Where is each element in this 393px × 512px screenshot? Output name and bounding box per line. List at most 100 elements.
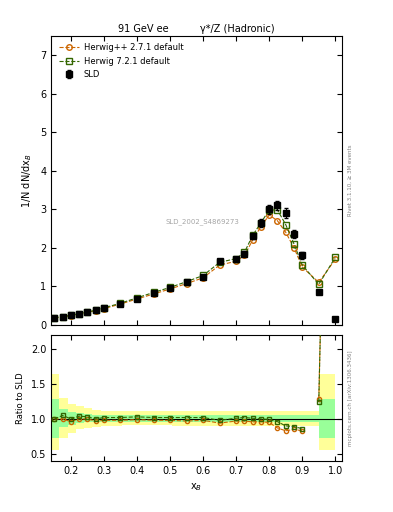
Bar	[84, 410, 101, 428]
Herwig 7.2.1 default	[275, 207, 280, 213]
Herwig 7.2.1 default	[283, 222, 288, 228]
Bar	[274, 411, 291, 426]
Herwig 7.2.1 default	[94, 307, 98, 313]
Herwig 7.2.1 default	[300, 262, 305, 268]
Herwig++ 2.7.1 default	[300, 264, 305, 270]
Herwig 7.2.1 default	[77, 311, 81, 317]
Bar	[319, 399, 335, 438]
Bar	[205, 411, 221, 426]
Bar	[230, 411, 246, 426]
Herwig++ 2.7.1 default	[333, 256, 338, 262]
Herwig 7.2.1 default	[234, 255, 239, 262]
Herwig++ 2.7.1 default	[250, 237, 255, 243]
Bar	[172, 411, 188, 426]
Herwig 7.2.1 default	[242, 249, 247, 255]
Bar	[51, 398, 68, 438]
Bar	[264, 415, 281, 422]
Bar	[221, 411, 238, 426]
Herwig 7.2.1 default	[333, 254, 338, 261]
Herwig++ 2.7.1 default	[259, 223, 263, 229]
Bar	[76, 409, 92, 428]
Herwig++ 2.7.1 default	[118, 301, 123, 307]
Herwig++ 2.7.1 default	[201, 275, 206, 281]
Bar	[319, 374, 335, 451]
Bar	[76, 414, 92, 422]
Herwig++ 2.7.1 default	[85, 309, 90, 315]
Herwig++ 2.7.1 default	[68, 312, 73, 318]
Herwig++ 2.7.1 default	[275, 218, 280, 224]
Bar	[283, 415, 299, 422]
Herwig 7.2.1 default	[316, 281, 321, 287]
Herwig 7.2.1 default	[184, 279, 189, 285]
Herwig 7.2.1 default	[85, 309, 90, 315]
Legend: Herwig++ 2.7.1 default, Herwig 7.2.1 default, SLD: Herwig++ 2.7.1 default, Herwig 7.2.1 def…	[55, 40, 187, 82]
Line: Herwig 7.2.1 default: Herwig 7.2.1 default	[51, 207, 338, 321]
Bar	[254, 415, 271, 422]
Bar	[106, 415, 122, 422]
Bar	[188, 411, 205, 426]
Bar	[264, 411, 281, 426]
Herwig++ 2.7.1 default	[168, 286, 173, 292]
Herwig++ 2.7.1 default	[316, 280, 321, 286]
Bar	[188, 415, 205, 422]
Bar	[59, 403, 76, 433]
Bar	[283, 411, 299, 426]
Herwig 7.2.1 default	[217, 259, 222, 265]
Herwig++ 2.7.1 default	[94, 308, 98, 314]
Bar	[122, 415, 139, 422]
Herwig++ 2.7.1 default	[52, 315, 57, 321]
Herwig++ 2.7.1 default	[60, 314, 65, 320]
Bar	[43, 399, 59, 438]
Herwig 7.2.1 default	[259, 220, 263, 226]
Herwig++ 2.7.1 default	[234, 258, 239, 264]
Herwig 7.2.1 default	[102, 305, 107, 311]
Bar	[155, 415, 172, 422]
Herwig 7.2.1 default	[250, 232, 255, 239]
Herwig++ 2.7.1 default	[242, 252, 247, 259]
Bar	[122, 411, 139, 425]
Herwig 7.2.1 default	[267, 207, 272, 213]
Y-axis label: 1/N dN/dx$_B$: 1/N dN/dx$_B$	[20, 153, 35, 208]
Bar	[238, 411, 254, 426]
Line: Herwig++ 2.7.1 default: Herwig++ 2.7.1 default	[51, 212, 338, 321]
Text: Rivet 3.1.10, ≥ 3M events: Rivet 3.1.10, ≥ 3M events	[348, 144, 353, 216]
Herwig 7.2.1 default	[52, 315, 57, 321]
Bar	[139, 411, 155, 425]
Bar	[59, 412, 76, 424]
Bar	[254, 411, 271, 426]
Bar	[172, 415, 188, 422]
Bar	[84, 415, 101, 422]
Text: SLD_2002_S4869273: SLD_2002_S4869273	[165, 219, 239, 225]
Herwig 7.2.1 default	[201, 272, 206, 279]
Herwig++ 2.7.1 default	[283, 229, 288, 236]
Bar	[246, 415, 263, 422]
Y-axis label: Ratio to SLD: Ratio to SLD	[16, 372, 25, 424]
Herwig 7.2.1 default	[68, 312, 73, 318]
Bar	[230, 415, 246, 422]
Bar	[51, 409, 68, 428]
Herwig 7.2.1 default	[60, 314, 65, 320]
Bar	[68, 413, 84, 423]
Herwig 7.2.1 default	[168, 284, 173, 290]
Bar	[306, 415, 322, 422]
Herwig 7.2.1 default	[118, 300, 123, 306]
Herwig++ 2.7.1 default	[135, 296, 140, 302]
Herwig++ 2.7.1 default	[292, 245, 296, 251]
Bar	[291, 411, 307, 426]
Bar	[291, 415, 307, 422]
Bar	[274, 415, 291, 422]
Bar	[238, 415, 254, 422]
Text: mcplots.cern.ch [arXiv:1306.3436]: mcplots.cern.ch [arXiv:1306.3436]	[348, 350, 353, 446]
Bar	[205, 415, 221, 422]
Bar	[68, 407, 84, 430]
Herwig 7.2.1 default	[292, 241, 296, 247]
Bar	[155, 411, 172, 425]
Bar	[221, 415, 238, 422]
Herwig++ 2.7.1 default	[77, 311, 81, 317]
Bar	[306, 411, 322, 426]
Herwig++ 2.7.1 default	[102, 306, 107, 312]
Bar	[106, 411, 122, 426]
Herwig++ 2.7.1 default	[217, 262, 222, 268]
Bar	[92, 411, 109, 426]
Herwig++ 2.7.1 default	[151, 291, 156, 297]
